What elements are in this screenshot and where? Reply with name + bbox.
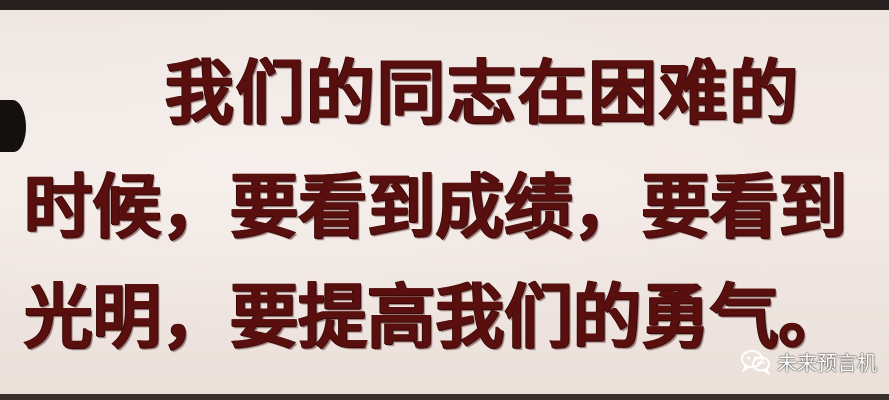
dark-stain bbox=[0, 100, 26, 152]
slogan-line-2: 时候，要看到成绩，要看到 bbox=[24, 165, 848, 248]
watermark: 未来预言机 bbox=[741, 347, 877, 376]
wechat-icon bbox=[741, 349, 771, 376]
slogan-line-1: 我们的同志在困难的 bbox=[165, 51, 801, 134]
slogan-line-3: 光明，要提高我们的勇气。 bbox=[24, 275, 848, 358]
watermark-text: 未来预言机 bbox=[777, 351, 877, 375]
